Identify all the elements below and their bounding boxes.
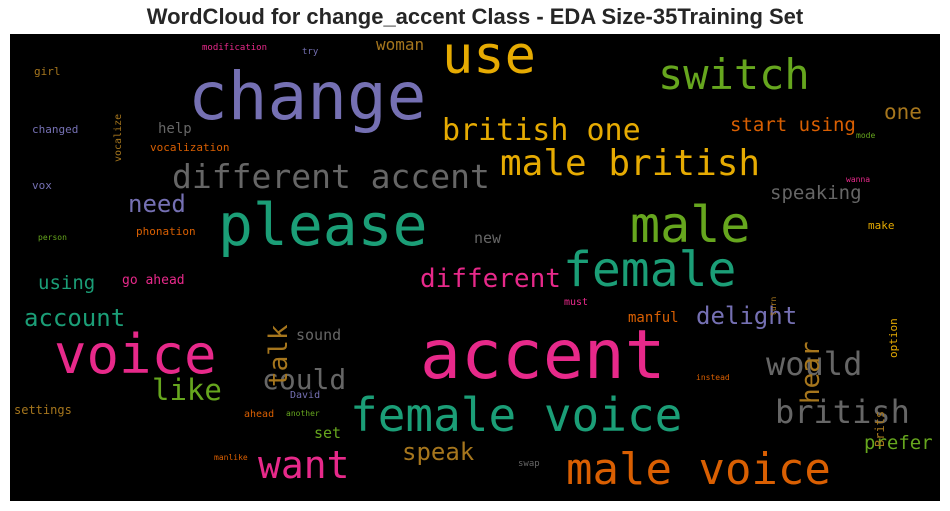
- word-person: person: [38, 233, 67, 242]
- word-change: change: [188, 58, 427, 135]
- word-phonation: phonation: [136, 225, 196, 238]
- word-different: different: [420, 264, 561, 294]
- word-manful: manful: [628, 310, 679, 326]
- word-instead: instead: [696, 373, 730, 382]
- word-one: one: [884, 100, 922, 124]
- word-woman: woman: [376, 35, 425, 54]
- word-cloud-canvas: change use switch british one male british di…: [10, 34, 940, 501]
- word-ahead: ahead: [244, 409, 275, 420]
- word-turn: turn: [769, 296, 778, 316]
- word-talk: talk: [264, 324, 294, 387]
- word-make: make: [868, 219, 895, 232]
- word-girl: girl: [34, 65, 61, 78]
- word-please: please: [218, 191, 428, 259]
- word-account: account: [24, 304, 126, 332]
- word-vocalize: vocalize: [113, 113, 124, 162]
- word-different-accent: different accent: [172, 157, 490, 196]
- word-use: use: [442, 34, 536, 86]
- word-new: new: [474, 229, 502, 247]
- word-like: like: [152, 373, 222, 407]
- word-want: want: [258, 443, 350, 487]
- word-set: set: [314, 424, 342, 442]
- word-male-british: male british: [500, 143, 761, 184]
- word-british-one: british one: [442, 113, 641, 148]
- word-voice: voice: [54, 323, 217, 386]
- word-vocalization: vocalization: [150, 141, 230, 154]
- word-accent: accent: [420, 316, 666, 395]
- word-switch: switch: [658, 50, 810, 99]
- word-prefer: prefer: [864, 432, 933, 454]
- word-brits: Brits: [873, 410, 887, 447]
- word-manlike: manlike: [214, 453, 248, 462]
- word-go-ahead: go ahead: [122, 273, 185, 288]
- word-would: would: [766, 345, 863, 383]
- word-david: David: [290, 390, 321, 401]
- chart-title: WordCloud for change_accent Class - EDA …: [146, 4, 804, 29]
- word-swap: swap: [518, 459, 540, 469]
- word-hear: hear: [796, 341, 826, 404]
- word-speaking: speaking: [770, 182, 862, 204]
- word-need: need: [128, 190, 186, 218]
- word-male: male: [630, 196, 751, 254]
- word-could: could: [262, 363, 347, 396]
- word-must: must: [564, 297, 589, 308]
- word-british: british: [775, 393, 910, 431]
- word-sound: sound: [296, 326, 342, 344]
- word-vox: vox: [32, 179, 52, 192]
- word-male-voice: male voice: [566, 444, 831, 495]
- word-speak: speak: [402, 438, 475, 466]
- word-wanna: wanna: [846, 175, 871, 184]
- word-using: using: [38, 272, 96, 294]
- word-settings: settings: [14, 403, 72, 417]
- word-female: female: [563, 242, 737, 298]
- word-help: help: [158, 121, 192, 137]
- word-female-voice: female voice: [350, 388, 683, 442]
- word-mode: mode: [856, 131, 876, 140]
- word-try: try: [302, 47, 319, 57]
- word-changed: changed: [32, 123, 79, 136]
- word-modification: modification: [202, 43, 268, 53]
- word-start-using: start using: [730, 114, 856, 136]
- word-another: another: [286, 409, 320, 418]
- word-option: option: [887, 318, 900, 358]
- word-delight: delight: [696, 302, 798, 330]
